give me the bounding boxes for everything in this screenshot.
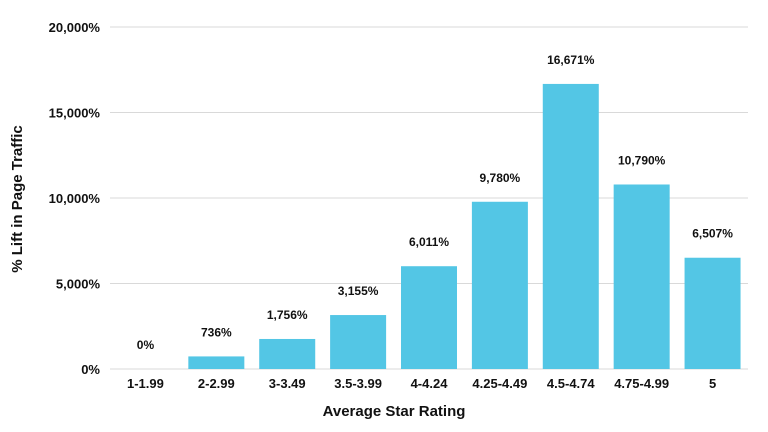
y-tick-label: 15,000% bbox=[49, 106, 101, 121]
y-tick-label: 0% bbox=[81, 362, 100, 377]
bar bbox=[330, 315, 387, 369]
x-tick-label: 4-4.24 bbox=[411, 376, 449, 391]
bar bbox=[401, 266, 457, 369]
bar bbox=[684, 257, 741, 369]
y-axis-title: % Lift in Page Traffic bbox=[9, 125, 26, 273]
data-label: 1,756% bbox=[267, 308, 308, 322]
y-tick-label: 20,000% bbox=[49, 20, 101, 35]
bar bbox=[259, 338, 316, 369]
data-label: 736% bbox=[201, 325, 232, 339]
bar bbox=[471, 201, 528, 369]
y-axis-ticks: 0% 5,000% 10,000% 15,000% 20,000% bbox=[49, 20, 101, 377]
x-tick-label: 3.5-3.99 bbox=[334, 376, 382, 391]
bar bbox=[542, 83, 599, 369]
x-axis-title: Average Star Rating bbox=[323, 403, 466, 420]
data-labels: 0% 736% 1,756% 3,155% 6,011% 9,780% 16,671% 10,… bbox=[137, 53, 733, 352]
x-tick-label: 4.75-4.99 bbox=[614, 376, 669, 391]
data-label: 9,780% bbox=[480, 171, 521, 185]
data-label: 16,671% bbox=[547, 53, 595, 67]
data-label: 10,790% bbox=[618, 153, 666, 167]
data-label: 3,155% bbox=[338, 284, 379, 298]
x-axis-ticks: 1-1.99 2-2.99 3-3.49 3.5-3.99 4-4.24 4.25-4.4… bbox=[127, 376, 716, 391]
y-tick-label: 5,000% bbox=[56, 277, 101, 292]
data-label: 6,507% bbox=[692, 227, 733, 241]
x-tick-label: 4.25-4.49 bbox=[472, 376, 527, 391]
x-tick-label: 5 bbox=[709, 376, 716, 391]
y-tick-label: 10,000% bbox=[49, 191, 101, 206]
data-label: 0% bbox=[137, 338, 155, 352]
bar bbox=[613, 184, 670, 369]
x-tick-label: 2-2.99 bbox=[198, 376, 235, 391]
data-label: 6,011% bbox=[409, 235, 449, 249]
x-tick-label: 4.5-4.74 bbox=[547, 376, 595, 391]
x-tick-label: 1-1.99 bbox=[127, 376, 164, 391]
bars bbox=[188, 83, 741, 369]
bar bbox=[188, 356, 245, 369]
x-tick-label: 3-3.49 bbox=[269, 376, 306, 391]
